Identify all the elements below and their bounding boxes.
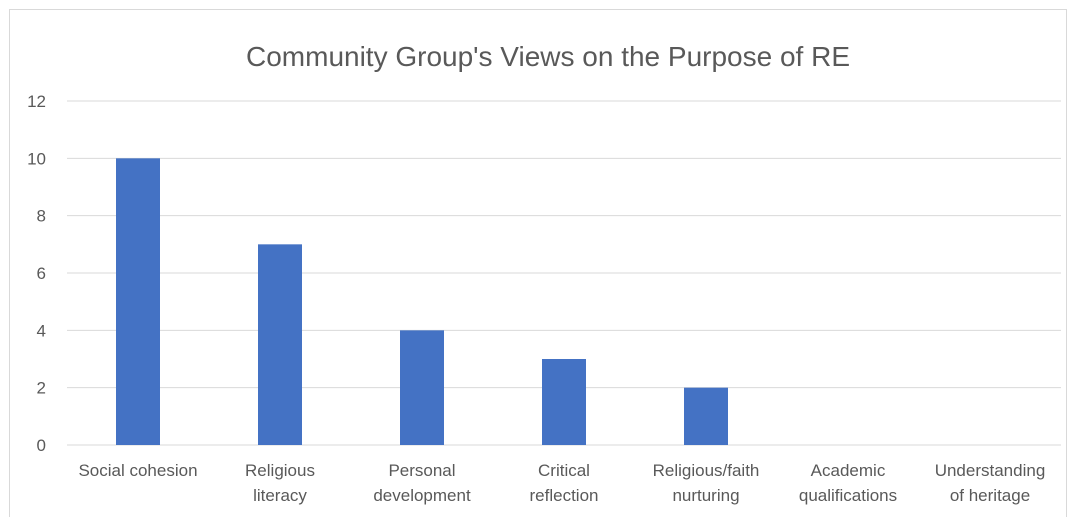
x-category-label: Understanding of heritage [935,461,1046,505]
y-tick-label: 0 [37,436,46,455]
x-category-label-line: qualifications [799,486,897,505]
x-category-label: Personal development [373,461,471,505]
x-category-label-line: Academic [811,461,886,480]
y-tick-label: 8 [37,207,46,226]
x-category-label-line: reflection [530,486,599,505]
x-axis-labels: Social cohesion Religious literacy Personal… [78,461,1045,505]
bar [542,359,586,445]
y-tick-label: 12 [27,92,46,111]
x-category-label: Religious literacy [245,461,315,505]
x-category-label: Social cohesion [78,461,197,480]
y-tick-label: 6 [37,264,46,283]
x-category-label-line: nurturing [672,486,739,505]
x-category-label-line: Religious/faith [653,461,760,480]
x-category-label-line: Personal [388,461,455,480]
x-category-label-line: literacy [253,486,307,505]
x-category-label-line: Critical [538,461,590,480]
y-axis-ticks: 0 2 4 6 8 10 12 [27,92,46,455]
bar [400,330,444,445]
chart-title: Community Group's Views on the Purpose o… [246,41,850,72]
x-category-label: Religious/faith nurturing [653,461,760,505]
y-tick-label: 10 [27,149,46,168]
x-category-label-line: of heritage [950,486,1030,505]
bar [258,244,302,445]
bar [116,158,160,446]
x-category-label-line: development [373,486,471,505]
chart-frame [9,9,1067,517]
bar [684,387,728,445]
x-category-label-line: Social cohesion [78,461,197,480]
bars [116,158,728,446]
x-category-label-line: Understanding [935,461,1046,480]
x-category-label-line: Religious [245,461,315,480]
y-tick-label: 4 [37,321,46,340]
x-category-label: Critical reflection [530,461,599,505]
y-tick-label: 2 [37,379,46,398]
x-category-label: Academic qualifications [799,461,897,505]
